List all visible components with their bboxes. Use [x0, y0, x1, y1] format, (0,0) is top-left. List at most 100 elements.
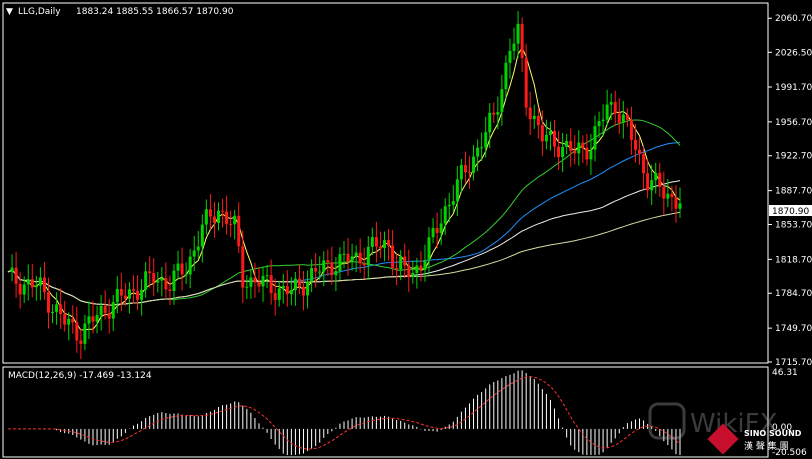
candle	[613, 90, 617, 126]
candle	[26, 264, 30, 301]
candle	[245, 275, 249, 299]
moving-average-lines	[7, 46, 681, 331]
candle	[496, 96, 500, 130]
candle	[51, 304, 55, 324]
candle	[326, 249, 330, 276]
candle	[520, 17, 524, 73]
candle	[257, 267, 261, 293]
candle	[467, 156, 471, 189]
candle	[59, 288, 63, 330]
candle	[180, 247, 184, 291]
candle	[629, 106, 633, 155]
candle	[621, 100, 625, 139]
candle	[646, 158, 650, 199]
candle	[399, 250, 403, 281]
sino-sound-cn: 漢 聲 集 團	[744, 440, 789, 452]
chart-ohlc-values: 1883.24 1885.55 1866.57 1870.90	[76, 7, 234, 17]
candle	[532, 104, 536, 129]
candle	[95, 305, 99, 334]
candle	[577, 130, 581, 166]
candle	[168, 275, 172, 306]
candle	[306, 270, 310, 309]
candle	[455, 166, 459, 217]
candle	[338, 247, 342, 280]
sino-sound-logo: SINO SOUND 漢 聲 集 團	[707, 423, 802, 455]
candle	[253, 262, 257, 298]
candle	[366, 236, 370, 280]
candle	[188, 248, 192, 289]
candle	[565, 134, 569, 155]
candle	[225, 195, 229, 235]
candle	[269, 259, 273, 305]
candle	[407, 249, 411, 293]
candle	[342, 241, 346, 269]
candle	[484, 116, 488, 158]
price-axis-ticks: 2060.70 2026.50 1991.70 1956.70 1922.70 1887.…	[768, 14, 812, 366]
price-tick-label: 1749.70	[775, 324, 812, 334]
candle	[670, 185, 674, 212]
candle	[10, 254, 14, 282]
candle	[241, 230, 245, 304]
candle	[524, 44, 528, 117]
candle	[447, 193, 451, 222]
candle	[500, 74, 504, 126]
candle	[67, 312, 71, 341]
candle	[650, 164, 654, 206]
chart-menu-triangle-icon[interactable]: ▼	[6, 7, 13, 17]
price-tick-label: 2026.50	[775, 48, 812, 58]
macd-plot-area	[2, 366, 769, 458]
candle	[229, 210, 233, 238]
candle	[395, 254, 399, 286]
candle	[548, 121, 552, 151]
price-tick-label: 1784.70	[775, 289, 812, 299]
candle	[322, 251, 326, 287]
candle	[160, 266, 164, 297]
candle	[233, 209, 237, 240]
candle	[131, 275, 135, 304]
candle	[593, 115, 597, 162]
candle	[423, 244, 427, 282]
candle	[196, 231, 200, 259]
candle	[289, 277, 293, 306]
candle	[451, 185, 455, 212]
candle	[439, 208, 443, 246]
price-chart[interactable]: ▼ LLG,Daily 1883.24 1885.55 1866.57 1870…	[0, 0, 812, 366]
candle	[536, 106, 540, 139]
candle	[504, 55, 508, 99]
candle	[557, 130, 561, 171]
candle	[516, 10, 520, 58]
macd-bottom-tick: -20.506	[772, 448, 807, 458]
candle	[285, 270, 289, 307]
candle	[597, 111, 601, 138]
candle	[374, 221, 378, 263]
price-tick-label: 2060.70	[775, 14, 812, 24]
candle	[512, 27, 516, 60]
candle	[569, 128, 573, 167]
ma-fast-line	[7, 46, 681, 331]
candle	[176, 250, 180, 280]
candle	[544, 119, 548, 150]
chart-symbol-period: LLG,Daily	[18, 7, 61, 17]
candle	[265, 264, 269, 289]
candle	[46, 277, 50, 329]
candle	[156, 271, 160, 293]
macd-indicator-panel[interactable]: MACD(12,26,9) -17.469 -13.124 46.31 0.00…	[0, 366, 812, 459]
candle	[99, 295, 103, 331]
candle	[192, 236, 196, 271]
candle	[605, 89, 609, 126]
candle	[140, 279, 144, 316]
candle	[310, 259, 314, 293]
candle	[561, 132, 565, 172]
candle	[79, 329, 83, 360]
candle	[107, 299, 111, 334]
price-tick-label: 1956.70	[775, 118, 812, 128]
candle	[87, 301, 91, 340]
candle	[123, 283, 127, 306]
candle	[391, 229, 395, 276]
candle	[678, 187, 682, 218]
candle	[358, 238, 362, 273]
candle	[638, 137, 642, 165]
candle	[334, 256, 338, 292]
candle	[314, 253, 318, 288]
candle	[581, 135, 585, 164]
